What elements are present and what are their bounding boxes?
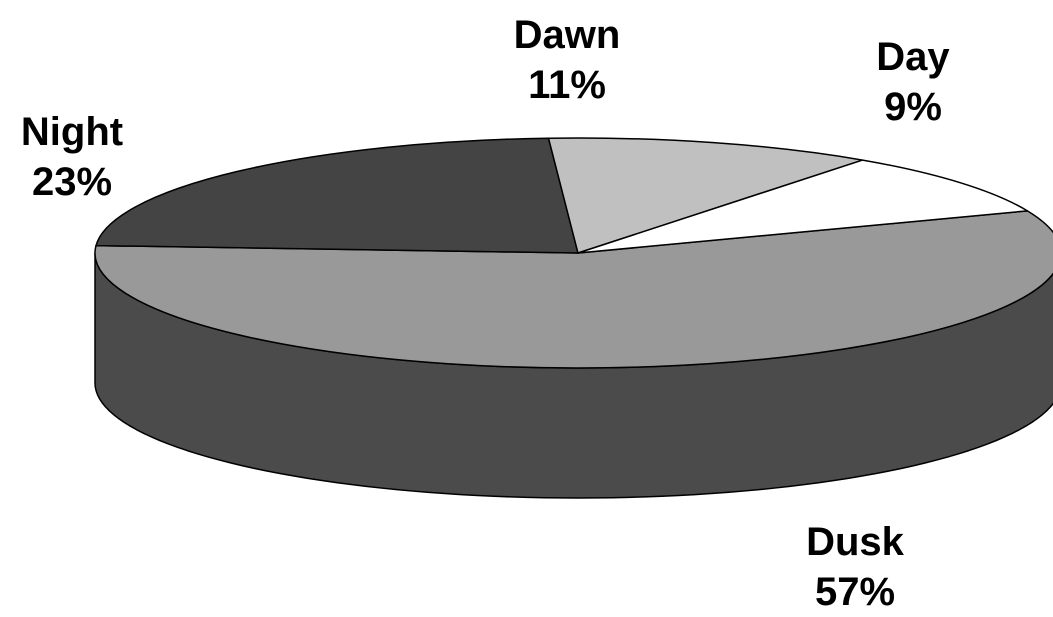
slice-percent-night: 23% [32,160,112,204]
pie-slice-dusk [94,210,1053,369]
slice-percent-dawn: 11% [528,63,606,107]
pie-slice-night [95,137,579,254]
pie-slice-dawn [547,137,864,254]
slice-label-dusk: Dusk [806,520,905,564]
pie-slice-day [577,159,1029,254]
slice-percent-dusk: 57% [815,570,895,614]
slice-label-day: Day [876,35,950,79]
slice-label-dawn: Dawn [514,13,621,57]
slice-percent-day: 9% [884,85,942,129]
slice-label-night: Night [21,110,123,154]
